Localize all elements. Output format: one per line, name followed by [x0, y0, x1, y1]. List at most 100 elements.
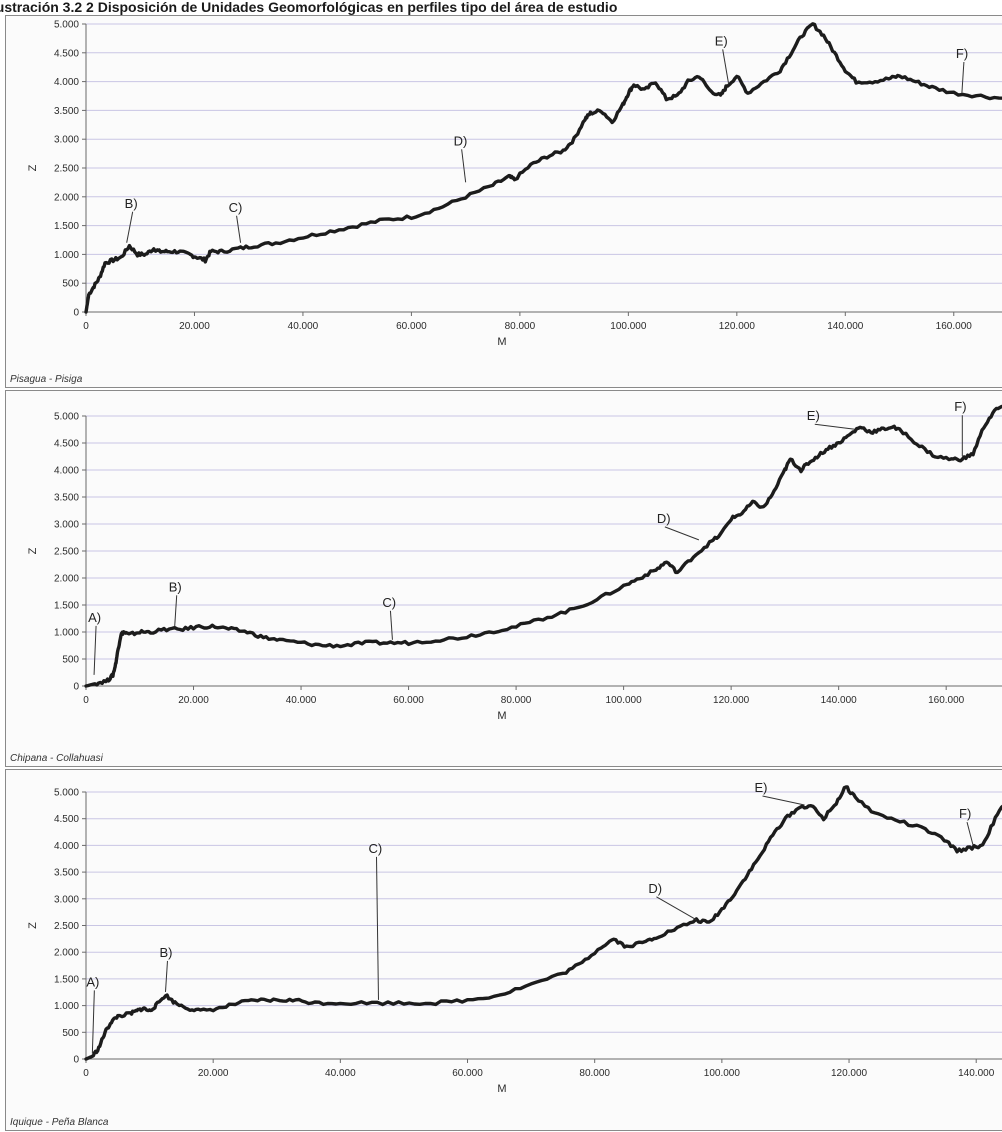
y-tick-label: 4.000 [54, 466, 79, 477]
annotation-label: D) [648, 881, 662, 896]
annotation-leader [656, 896, 697, 921]
annotation-leader [664, 526, 700, 541]
y-tick-label: 0 [73, 1055, 79, 1066]
annotation-leader [961, 61, 965, 94]
annotation-leader [375, 856, 379, 1000]
annotation-label: E) [755, 780, 768, 795]
y-tick-label: 2.500 [54, 921, 79, 932]
panel-caption: Pisagua - Pisiga [10, 374, 83, 385]
y-tick-label: 1.000 [54, 628, 79, 639]
y-tick-label: 4.500 [54, 48, 79, 59]
profile-panel-iquique-pena-blanca: 0 500 1.000 1.500 2.000 2.500 3.000 3.500 4.000 4… [5, 769, 1002, 1131]
x-tick-label: 80.000 [501, 695, 532, 706]
y-tick-label: 3.500 [54, 868, 79, 879]
annotation-leader [389, 610, 393, 640]
y-tick-label: 4.000 [54, 841, 79, 852]
x-tick-label: 140.000 [958, 1068, 995, 1079]
y-tick-label: 4.500 [54, 814, 79, 825]
x-tick-label: 100.000 [610, 321, 647, 332]
annotation-leader [722, 49, 730, 85]
annotation-label: D) [454, 133, 468, 148]
x-axis-label: M [497, 1083, 506, 1095]
annotation-leader [814, 423, 855, 430]
annotation-label: B) [125, 196, 138, 211]
annotation-label: F) [954, 399, 966, 414]
x-tick-label: 80.000 [579, 1068, 610, 1079]
page-title: Ilustración 3.2 2 Disposición de Unidade… [0, 0, 618, 15]
x-tick-label: 0 [83, 1068, 89, 1079]
y-tick-label: 1.000 [54, 250, 79, 261]
annotation-label: C) [229, 200, 243, 215]
x-tick-label: 160.000 [928, 695, 965, 706]
y-tick-label: 500 [62, 655, 79, 666]
y-tick-label: 0 [73, 682, 79, 693]
annotation-label: B) [169, 579, 182, 594]
annotation-label: A) [88, 610, 101, 625]
profile-chart-chipana-collahuasi: 0 500 1.000 1.500 2.000 2.500 3.000 3.500 4.000 4… [27, 399, 1002, 722]
x-tick-label: 140.000 [821, 695, 858, 706]
y-tick-label: 3.000 [54, 520, 79, 531]
profile-panel-pisagua-pisiga: 0 500 1.000 1.500 2.000 2.500 3.000 3.500 4.000 4… [5, 15, 1002, 388]
annotation-label: E) [807, 408, 820, 423]
y-tick-label: 1.500 [54, 221, 79, 232]
x-tick-label: 60.000 [393, 695, 424, 706]
x-tick-label: 100.000 [606, 695, 643, 706]
x-tick-label: 20.000 [178, 695, 209, 706]
profile-chart-pisagua-pisiga: 0 500 1.000 1.500 2.000 2.500 3.000 3.500 4.000 4… [27, 20, 1002, 348]
annotation-leader [91, 990, 95, 1054]
annotation-leader [126, 211, 134, 243]
y-tick-label: 2.000 [54, 948, 79, 959]
y-tick-label: 3.500 [54, 106, 79, 117]
y-tick-label: 4.000 [54, 77, 79, 88]
annotation-leader [164, 960, 168, 992]
x-tick-label: 20.000 [198, 1068, 229, 1079]
x-tick-label: 60.000 [452, 1068, 483, 1079]
y-tick-label: 1.000 [54, 1001, 79, 1012]
profile-chart-iquique-pena-blanca: 0 500 1.000 1.500 2.000 2.500 3.000 3.500 4.000 4… [27, 780, 1002, 1095]
annotation-leader [461, 149, 467, 183]
annotation-label: E) [715, 33, 728, 48]
y-tick-label: 3.000 [54, 894, 79, 905]
y-tick-label: 1.500 [54, 601, 79, 612]
y-tick-label: 3.000 [54, 135, 79, 146]
y-tick-label: 500 [62, 1028, 79, 1039]
annotation-leader [174, 595, 178, 627]
x-tick-label: 120.000 [831, 1068, 868, 1079]
annotation-label: C) [382, 595, 396, 610]
x-tick-label: 40.000 [288, 321, 319, 332]
panel-caption: Iquique - Peña Blanca [10, 1117, 109, 1128]
x-tick-label: 160.000 [936, 321, 973, 332]
x-axis-label: M [497, 710, 506, 722]
y-tick-label: 4.500 [54, 439, 79, 450]
panel-caption: Chipana - Collahuasi [10, 753, 103, 764]
annotation-leader [762, 795, 805, 806]
x-tick-label: 120.000 [713, 695, 750, 706]
x-tick-label: 120.000 [719, 321, 756, 332]
x-tick-label: 0 [83, 321, 89, 332]
y-axis-label: Z [27, 922, 39, 929]
y-tick-label: 2.000 [54, 574, 79, 585]
y-tick-label: 5.000 [54, 20, 79, 31]
y-tick-label: 0 [73, 308, 79, 319]
y-tick-label: 3.500 [54, 493, 79, 504]
y-tick-label: 500 [62, 279, 79, 290]
y-axis-label: Z [27, 164, 39, 171]
x-tick-label: 80.000 [505, 321, 536, 332]
x-tick-label: 40.000 [325, 1068, 356, 1079]
elevation-profile-line [84, 404, 1002, 688]
annotation-label: C) [368, 841, 382, 856]
x-tick-label: 100.000 [704, 1068, 741, 1079]
annotation-label: F) [959, 806, 971, 821]
annotation-leader [236, 215, 242, 243]
x-tick-label: 20.000 [179, 321, 210, 332]
annotation-label: A) [86, 974, 99, 989]
y-tick-label: 5.000 [54, 788, 79, 799]
x-tick-label: 140.000 [827, 321, 864, 332]
y-tick-label: 2.500 [54, 547, 79, 558]
y-axis-label: Z [27, 547, 39, 554]
x-axis-label: M [497, 336, 506, 348]
annotation-label: B) [159, 945, 172, 960]
profile-panel-chipana-collahuasi: 0 500 1.000 1.500 2.000 2.500 3.000 3.500 4.000 4… [5, 390, 1002, 767]
x-tick-label: 40.000 [286, 695, 317, 706]
x-tick-label: 0 [83, 695, 89, 706]
